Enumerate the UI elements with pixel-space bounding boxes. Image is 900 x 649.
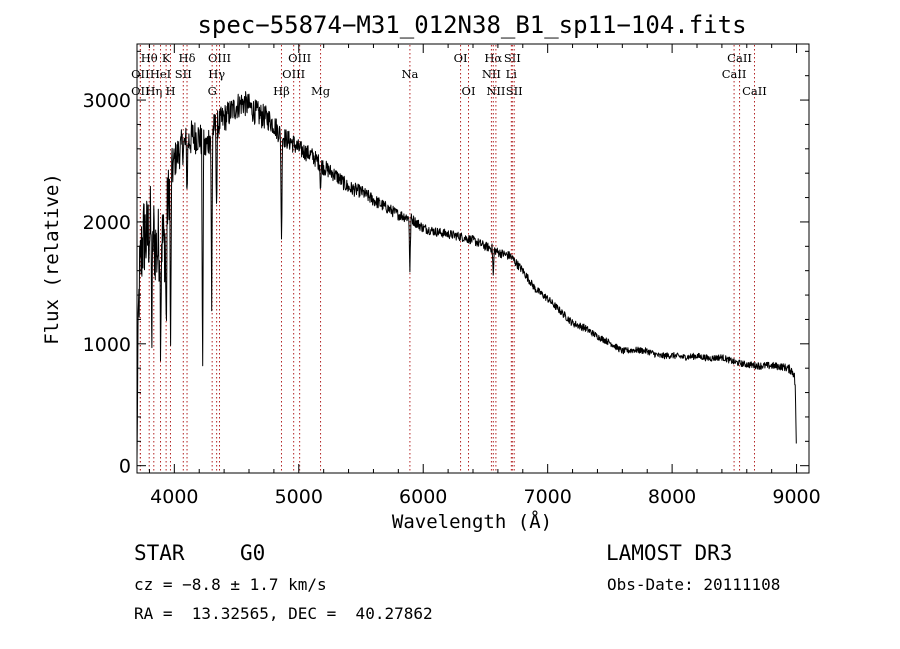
x-tick-label-4: 8000 [648,486,696,508]
marker-label-20: NII [482,67,501,81]
marker-label-15: Mg [311,84,331,98]
marker-label-17: OI [454,51,468,65]
marker-label-18: OI [462,84,476,98]
marker-label-22: SII [504,51,521,65]
y-tick-label-2: 2000 [83,212,131,234]
spectrum-line [136,91,797,460]
marker-label-26: CaII [722,67,747,81]
x-tick-label-5: 9000 [772,486,820,508]
x-tick-label-2: 6000 [399,486,447,508]
x-tick-label-0: 4000 [150,486,198,508]
marker-label-23: Li [506,67,518,81]
marker-label-7: SII [175,67,192,81]
marker-label-4: HeI [150,67,171,81]
marker-label-3: Hη [145,84,162,98]
redshift-velocity: cz = −8.8 ± 1.7 km/s [134,575,327,594]
y-tick-label-0: 0 [119,456,131,478]
marker-label-21: NII [486,84,505,98]
y-tick-label-3: 3000 [83,90,131,112]
observation-date: Obs-Date: 20111108 [607,575,781,594]
marker-label-25: CaII [727,51,752,65]
spectrum-layer [136,91,797,460]
x-axis-label: Wavelength (Å) [392,510,552,533]
marker-label-14: OIII [288,51,311,65]
survey-label: LAMOST DR3 [606,541,733,565]
marker-label-10: Hγ [208,67,225,81]
object-subclass: G0 [240,541,266,565]
marker-label-12: Hβ [273,84,290,98]
x-tick-label-1: 5000 [275,486,323,508]
y-tick-label-1: 1000 [83,334,131,356]
marker-label-6: H [165,84,175,98]
sky-coordinates: RA = 13.32565, DEC = 40.27862 [134,604,433,623]
axis-ticks: 4000 5000 6000 7000 8000 9000 0 1000 2000 3000 [83,44,821,508]
chart-title: spec−55874−M31_012N38_B1_sp11−104.fits [197,11,746,39]
marker-label-8: Hδ [179,51,196,65]
object-class: STAR [134,541,185,565]
marker-label-5: K [162,51,171,65]
marker-label-13: OIII [282,67,305,81]
marker-label-0: Hθ [141,51,158,65]
marker-label-2: OII [131,84,150,98]
marker-label-19: Hα [484,51,502,65]
x-tick-label-3: 7000 [523,486,571,508]
marker-label-27: CaII [742,84,767,98]
marker-label-9: OIII [208,51,231,65]
y-axis-label: Flux (relative) [41,173,63,345]
marker-label-11: G [208,84,217,98]
marker-label-24: SII [506,84,523,98]
marker-label-16: Na [401,67,418,81]
